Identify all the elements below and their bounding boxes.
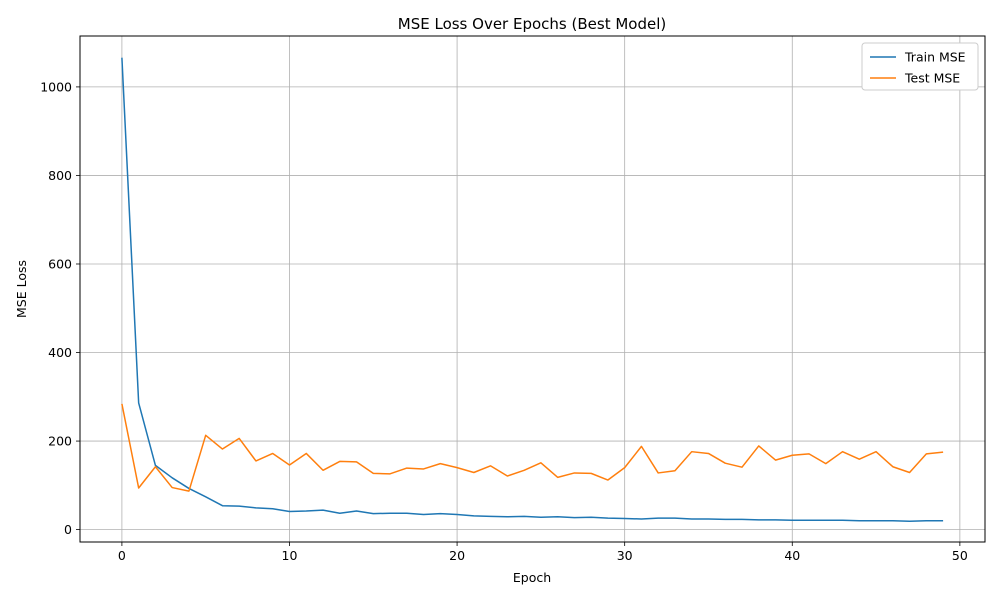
x-axis-label: Epoch <box>513 570 551 585</box>
grid <box>80 36 985 542</box>
series-line-test-mse <box>121 403 944 492</box>
y-tick-label: 1000 <box>40 79 72 94</box>
y-tick-label: 800 <box>48 168 72 183</box>
y-tick-label: 600 <box>48 256 72 271</box>
tick-layer: 0 10 20 30 40 50 0 200 400 600 800 1000 <box>40 79 968 563</box>
y-tick-label: 400 <box>48 345 72 360</box>
series-line-train-mse <box>121 57 944 522</box>
x-tick-label: 30 <box>617 548 633 563</box>
x-tick-label: 50 <box>952 548 968 563</box>
y-tick-label: 200 <box>48 434 72 449</box>
legend-label-train: Train MSE <box>904 50 966 65</box>
series-layer <box>121 57 944 522</box>
y-tick-label: 0 <box>64 522 72 537</box>
x-tick-label: 10 <box>282 548 298 563</box>
x-tick-label: 40 <box>784 548 800 563</box>
x-tick-label: 20 <box>449 548 465 563</box>
chart-title: MSE Loss Over Epochs (Best Model) <box>398 15 666 33</box>
x-tick-label: 0 <box>118 548 126 563</box>
legend-label-test: Test MSE <box>904 71 960 86</box>
plot-frame <box>79 35 986 543</box>
y-axis-label: MSE Loss <box>14 260 29 318</box>
legend: Train MSE Test MSE <box>861 42 979 91</box>
